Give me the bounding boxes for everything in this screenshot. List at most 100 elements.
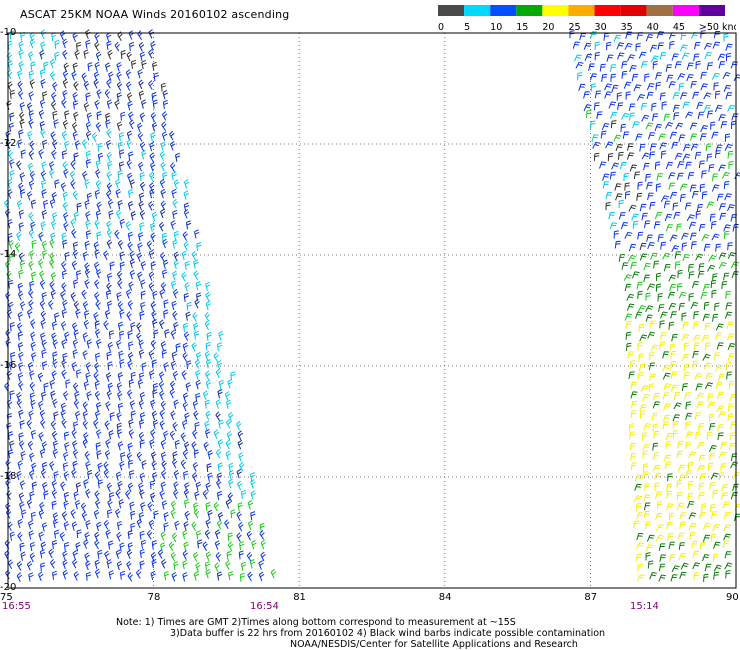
wind-barb xyxy=(157,549,164,559)
wind-barb xyxy=(16,398,23,409)
wind-barb xyxy=(695,60,701,70)
wind-barb xyxy=(82,410,89,421)
wind-barb xyxy=(182,449,189,460)
wind-barb xyxy=(170,162,176,172)
wind-barb xyxy=(225,450,231,461)
wind-barb xyxy=(191,441,197,451)
wind-barb xyxy=(583,104,592,112)
wind-barb xyxy=(723,272,730,281)
wind-barb xyxy=(18,49,24,60)
wind-barb xyxy=(63,221,69,232)
wind-barb xyxy=(60,182,67,192)
wind-barb xyxy=(62,89,68,100)
wind-barb xyxy=(117,239,124,250)
wind-barb xyxy=(169,140,176,151)
wind-barb xyxy=(180,459,187,470)
wind-barb xyxy=(151,121,158,132)
wind-barb xyxy=(672,430,679,439)
wind-barb xyxy=(614,240,621,249)
wind-barb xyxy=(696,465,705,472)
wind-barb xyxy=(94,41,100,52)
wind-barb xyxy=(705,372,713,380)
wind-barb xyxy=(18,60,24,71)
wind-barb xyxy=(698,160,705,169)
wind-barb xyxy=(722,540,730,549)
wind-barb xyxy=(645,544,654,552)
wind-barb xyxy=(670,371,678,379)
wind-barb xyxy=(130,410,136,420)
wind-barb xyxy=(712,553,719,562)
wind-barb xyxy=(71,70,77,81)
wind-barb xyxy=(710,472,719,480)
wind-barb xyxy=(613,134,622,142)
wind-barb xyxy=(4,539,11,550)
wind-barb xyxy=(127,231,134,241)
wind-barb xyxy=(192,429,198,440)
wind-barb xyxy=(20,450,26,461)
wind-barb xyxy=(162,238,168,249)
wind-barb xyxy=(28,260,34,271)
wind-barb xyxy=(631,73,639,82)
wind-barb xyxy=(84,279,90,289)
wind-barb xyxy=(259,530,265,540)
wind-barb xyxy=(118,132,125,142)
wind-barb xyxy=(137,271,143,282)
legend-tick-label: 0 xyxy=(438,22,444,33)
wind-barb xyxy=(730,461,739,469)
wind-barb xyxy=(637,305,646,313)
wind-barb xyxy=(106,228,113,239)
wind-barb xyxy=(159,178,166,189)
wind-barb xyxy=(724,193,732,201)
wind-barb xyxy=(40,332,46,342)
wind-barb xyxy=(139,530,145,540)
wind-barb xyxy=(19,480,26,490)
wind-barb xyxy=(183,488,190,499)
wind-barb xyxy=(714,302,720,311)
wind-barb xyxy=(108,430,114,440)
wind-barb xyxy=(172,270,178,281)
wind-barb xyxy=(710,121,716,130)
wind-barb xyxy=(96,89,102,99)
wind-barb xyxy=(713,571,720,580)
wind-barb xyxy=(675,122,684,130)
wind-barb xyxy=(619,161,627,170)
wind-barb xyxy=(42,250,48,260)
wind-barb xyxy=(20,551,26,561)
wind-barb xyxy=(632,220,639,229)
wind-barb xyxy=(669,343,676,352)
wind-barb xyxy=(139,310,145,320)
wind-barb xyxy=(139,112,146,122)
wind-barb xyxy=(52,81,58,92)
wind-barb xyxy=(218,419,224,429)
wind-barb xyxy=(38,149,44,159)
wind-barb xyxy=(49,168,55,179)
wind-barb xyxy=(683,342,689,351)
wind-barb xyxy=(692,550,700,559)
wind-barb xyxy=(674,61,682,69)
wind-barb xyxy=(138,192,145,202)
wind-barb xyxy=(617,151,624,160)
wind-barb xyxy=(606,41,612,51)
wind-barb xyxy=(236,480,243,491)
wind-barb xyxy=(85,460,91,471)
wind-barb xyxy=(30,341,36,352)
wind-barb xyxy=(723,533,731,541)
wind-barb xyxy=(94,249,100,259)
wind-barb xyxy=(6,490,12,500)
wind-barb xyxy=(17,342,24,352)
wind-barb xyxy=(718,261,727,269)
wind-barb xyxy=(716,405,725,413)
wind-barb xyxy=(116,520,123,531)
legend-swatch xyxy=(568,5,595,16)
wind-barb xyxy=(247,499,254,510)
wind-barb xyxy=(668,172,676,180)
wind-barb xyxy=(205,359,212,369)
wind-barb xyxy=(698,492,705,500)
wind-barb xyxy=(39,99,46,109)
wind-barb xyxy=(106,482,113,493)
wind-barb xyxy=(627,143,634,151)
legend-tick-label: 40 xyxy=(647,22,659,33)
wind-barb xyxy=(75,308,81,319)
wind-barb xyxy=(727,104,736,112)
wind-barb xyxy=(76,369,82,379)
